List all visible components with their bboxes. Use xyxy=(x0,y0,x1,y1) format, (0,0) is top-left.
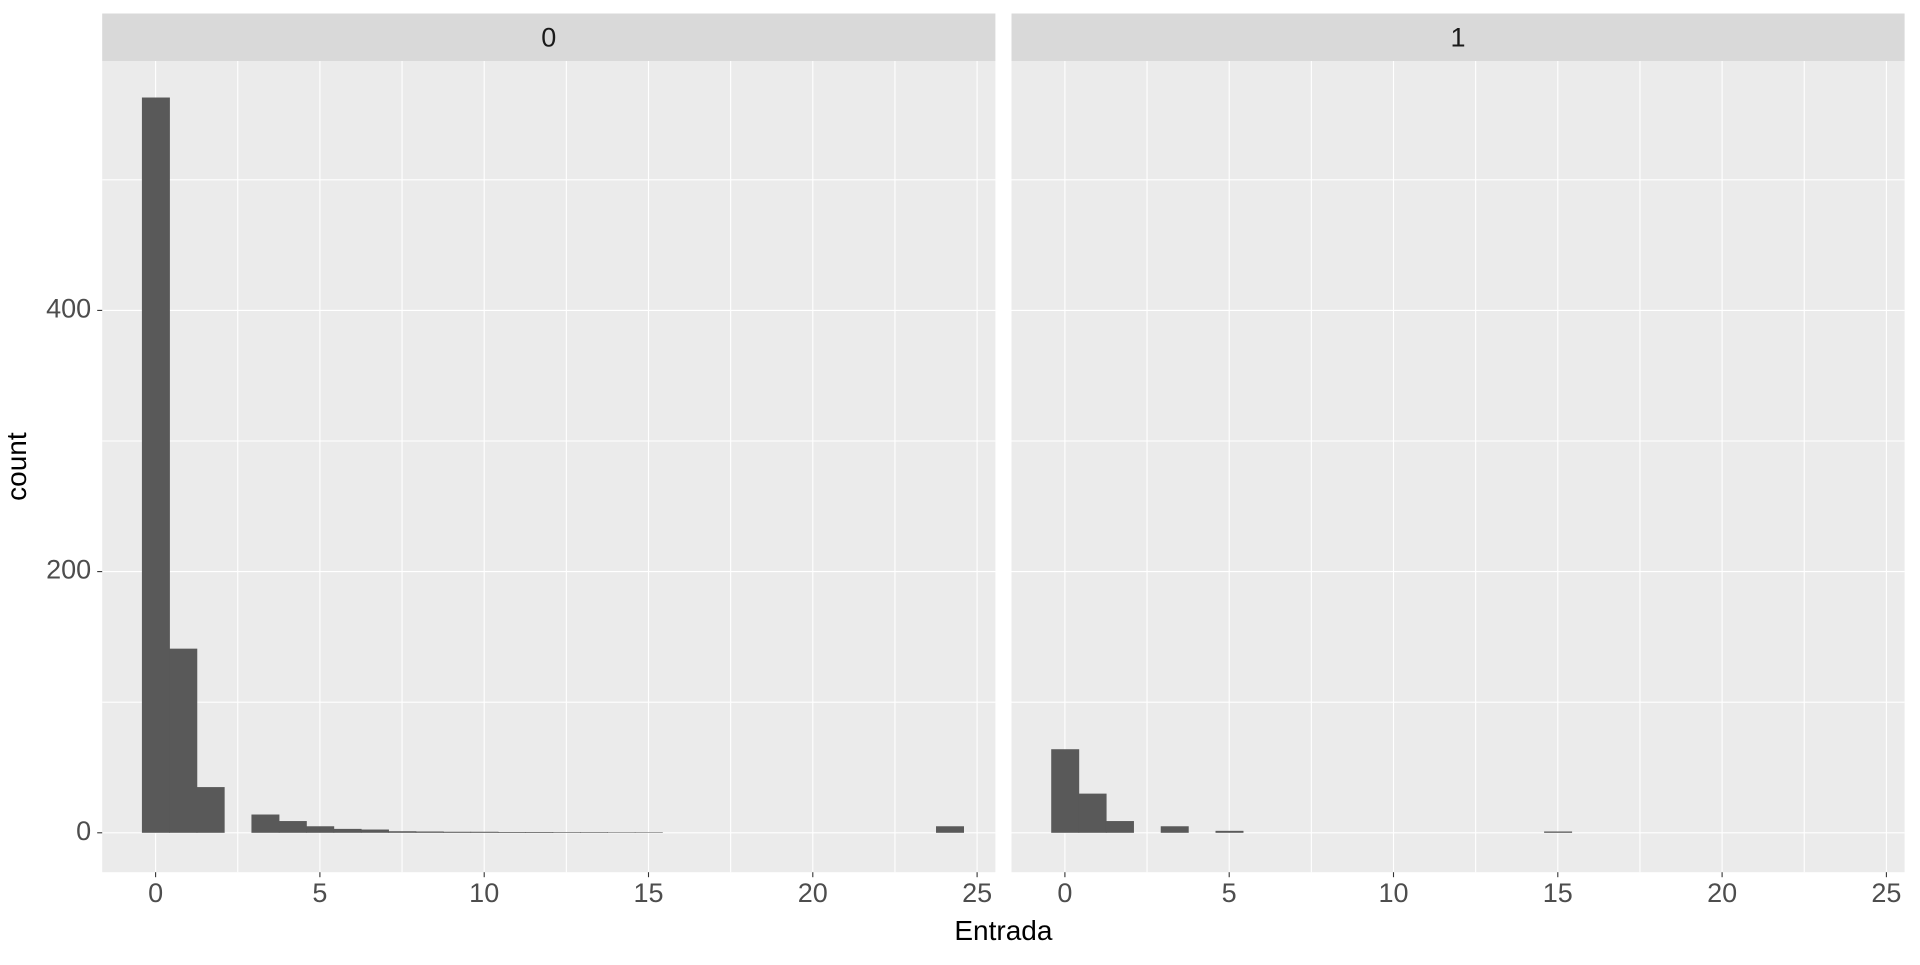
svg-text:10: 10 xyxy=(1378,878,1408,908)
svg-text:Entrada: Entrada xyxy=(954,915,1052,946)
svg-text:15: 15 xyxy=(1543,878,1573,908)
svg-text:10: 10 xyxy=(469,878,499,908)
svg-text:0: 0 xyxy=(1057,878,1072,908)
svg-text:20: 20 xyxy=(798,878,828,908)
svg-text:1: 1 xyxy=(1451,22,1466,52)
svg-text:5: 5 xyxy=(312,878,327,908)
svg-text:5: 5 xyxy=(1222,878,1237,908)
svg-text:20: 20 xyxy=(1707,878,1737,908)
svg-text:200: 200 xyxy=(46,555,91,585)
svg-text:0: 0 xyxy=(148,878,163,908)
svg-text:15: 15 xyxy=(633,878,663,908)
svg-text:25: 25 xyxy=(962,878,992,908)
svg-text:400: 400 xyxy=(46,293,91,323)
svg-text:0: 0 xyxy=(541,22,556,52)
svg-text:0: 0 xyxy=(76,816,91,846)
svg-text:25: 25 xyxy=(1871,878,1901,908)
svg-text:count: count xyxy=(1,432,32,501)
